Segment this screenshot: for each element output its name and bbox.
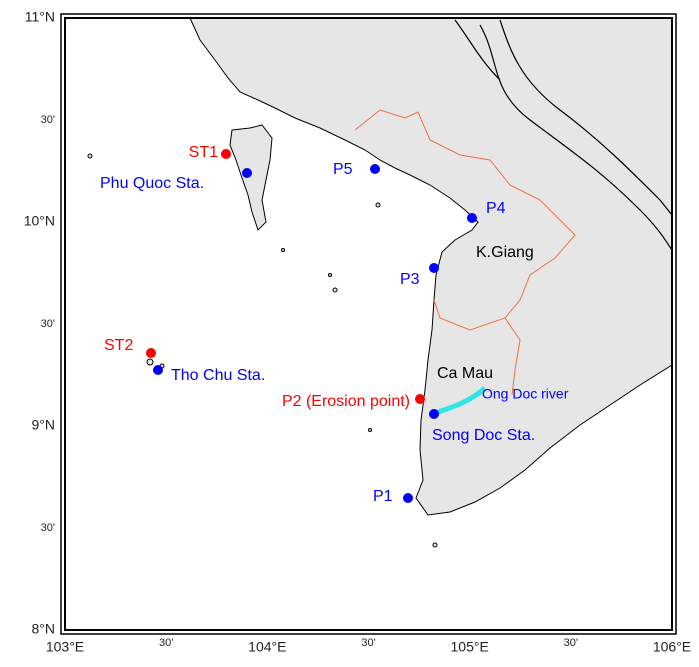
station-label: P1 [373, 488, 393, 505]
marker [415, 394, 425, 404]
land [189, 17, 673, 516]
lon-tick-label: 30' [361, 637, 375, 649]
station-label: Song Doc Sta. [432, 427, 535, 444]
lat-tick-label: 30' [41, 318, 55, 330]
place-label: K.Giang [476, 244, 534, 261]
lat-tick-label: 8°N [32, 621, 56, 637]
marker [403, 493, 413, 503]
province-border [504, 317, 521, 396]
frame-checker [62, 15, 675, 633]
island [229, 124, 273, 231]
lat-tick-label: 30' [41, 522, 55, 534]
place-label: Ong Doc river [482, 386, 569, 402]
place-label: Ca Mau [437, 365, 493, 382]
province-border [354, 109, 576, 331]
lat-tick-label: 30' [41, 114, 55, 126]
lon-tick-label: 105°E [451, 639, 489, 655]
lon-tick-label: 106°E [653, 639, 691, 655]
marker [429, 409, 439, 419]
station-label: P3 [400, 271, 420, 288]
station-label: Phu Quoc Sta. [100, 175, 204, 192]
lat-tick-label: 9°N [32, 417, 56, 433]
marker [429, 263, 439, 273]
lat-tick-label: 10°N [24, 213, 55, 229]
lon-tick-label: 103°E [46, 639, 84, 655]
marker [146, 348, 156, 358]
marker [370, 164, 380, 174]
station-label: P2 (Erosion point) [282, 393, 410, 410]
lat-tick-label: 11°N [25, 9, 55, 25]
marker [467, 213, 477, 223]
frame [64, 17, 673, 631]
station-label: ST2 [104, 337, 133, 354]
lon-tick-label: 104°E [248, 639, 286, 655]
station-label: ST1 [189, 144, 218, 161]
frame-outer [60, 13, 677, 635]
marker [221, 149, 231, 159]
station-markers [146, 149, 477, 503]
tick-labels: 11°N 30' 10°N 30' 9°N 30' 8°N 103°E 30' 104°E 30' 1… [24, 9, 691, 655]
lon-tick-label: 30' [159, 637, 173, 649]
rivers [454, 19, 673, 251]
marker [242, 168, 252, 178]
station-label: P4 [486, 200, 506, 217]
lon-tick-label: 30' [564, 637, 578, 649]
station-label: P5 [333, 161, 353, 178]
marker [153, 365, 163, 375]
station-label: Tho Chu Sta. [171, 367, 265, 384]
